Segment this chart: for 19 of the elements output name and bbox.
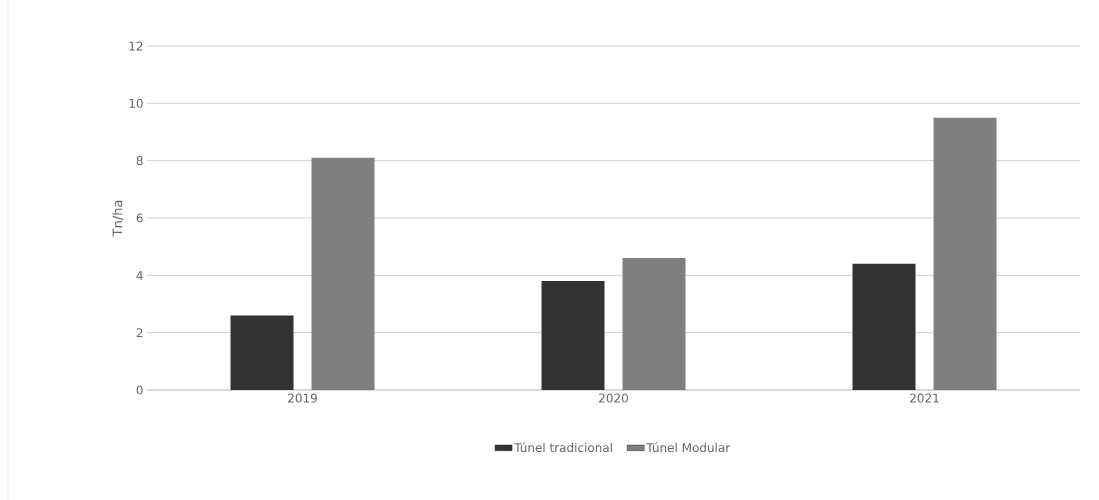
y-tick-label: 0 [136, 385, 143, 395]
y-tick-label: 8 [136, 156, 143, 166]
y-tick-label: 2 [136, 328, 143, 338]
bar [933, 117, 997, 390]
bar [541, 281, 605, 390]
x-tick-label: 2019 [288, 393, 317, 403]
y-tick-label: 4 [136, 270, 143, 280]
legend-label: Túnel tradicional [514, 442, 612, 453]
y-tick-label: 10 [129, 98, 143, 108]
y-tick-label: 12 [129, 41, 143, 51]
x-tick-label: 2020 [599, 393, 628, 403]
y-axis-title: Tn/ha [112, 200, 124, 237]
bar [311, 157, 375, 390]
legend-label: Túnel Modular [646, 442, 731, 453]
y-tick-label: 6 [136, 213, 143, 223]
bar [852, 263, 916, 390]
bar [230, 315, 294, 390]
x-tick-label: 2021 [910, 393, 939, 403]
bar [622, 258, 686, 390]
